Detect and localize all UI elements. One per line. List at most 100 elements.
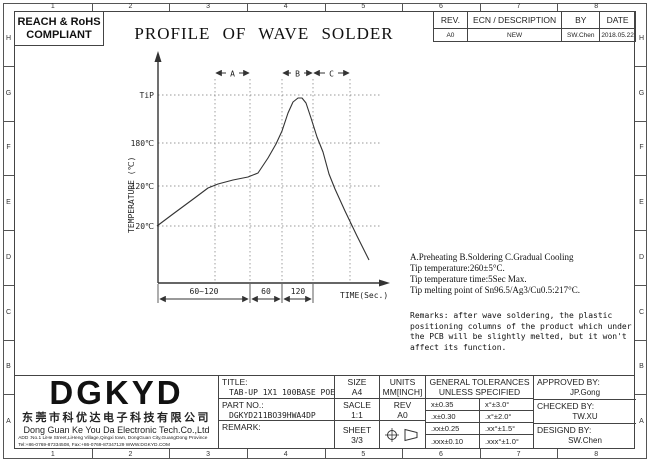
col-tick-top (557, 3, 559, 11)
approved-by-cell: APPROVED BY: JP.Gong (534, 376, 636, 400)
company-cell: DGKYD 东莞市科优达电子科技有限公司 Dong Guan Ke You Da… (15, 376, 219, 448)
scale-value: 1:1 (351, 409, 363, 420)
row-label-left-F: F (6, 144, 11, 152)
y-axis-title: TEMPERATURE (℃) (127, 157, 136, 233)
row-label-left-H: H (5, 34, 12, 42)
tolerance-lin-3: .xx±0.25 (426, 423, 480, 435)
row-tick-right (635, 65, 646, 67)
row-label-left-A: A (6, 418, 11, 426)
row-tick-left (3, 394, 14, 396)
company-name-cn: 东莞市科优达电子科技有限公司 (22, 412, 211, 424)
col-label-top-4: 4 (283, 3, 288, 10)
x-axis-arrowhead (379, 279, 390, 287)
size-value: A4 (351, 387, 363, 397)
y-tick-120: 120℃ (131, 182, 154, 191)
company-name-en: Dong Guan Ke You Da Electronic Tech.Co.,… (23, 425, 210, 435)
title-label: TITLE: (222, 377, 248, 387)
col-tick-top (246, 3, 248, 11)
tolerance-lin-4: .xxx±0.10 (426, 435, 480, 448)
size-cell: SIZE A4 (335, 376, 380, 399)
tolerance-ang-4: .xxx°±1.0° (480, 435, 534, 448)
checked-by-label: CHECKED BY: (537, 401, 595, 411)
col-label-bottom-4: 4 (283, 451, 288, 458)
designed-by-cell: DESIGND BY: SW.Chen (534, 424, 636, 448)
phase-label-c: C (329, 70, 334, 79)
row-tick-right (635, 230, 646, 231)
designed-by-label: DESIGND BY: (537, 425, 592, 435)
compliance-line2: COMPLIANT (26, 28, 92, 41)
tolerance-lin-2: .x±0.30 (426, 411, 480, 423)
col-label-bottom-1: 1 (50, 451, 55, 458)
rev-value: A0 (397, 409, 408, 420)
row-tick-left (3, 339, 14, 341)
temperature-profile-curve (156, 97, 370, 261)
x-axis-title: TIME(Sec.) (340, 291, 388, 300)
col-tick-top (324, 3, 326, 11)
row-tick-right (635, 120, 646, 122)
row-label-left-E: E (6, 199, 11, 207)
designed-by-value: SW.Chen (568, 436, 602, 445)
sheet-label: SHEET (342, 424, 372, 435)
col-label-bottom-3: 3 (206, 451, 211, 458)
row-label-left-B: B (6, 363, 11, 371)
col-label-top-7: 7 (516, 3, 521, 10)
x-segment-solder: 60 (261, 287, 271, 296)
size-label: SIZE (347, 377, 367, 387)
phase-label-a: A (230, 70, 235, 79)
company-logo: DGKYD (49, 374, 184, 411)
x-segment-cool: 120 (291, 287, 306, 296)
revision-row: A0 NEW SW.Chen 2018.05.22 (433, 28, 635, 41)
note-melting-point: Tip melting point of Sn96.5/Ag3/Cu0.5:21… (410, 285, 581, 295)
row-label-right-H: H (638, 34, 645, 42)
row-label-right-A: A (639, 418, 644, 426)
approved-by-value: JP.Gong (569, 388, 601, 397)
col-tick-top (479, 3, 481, 11)
col-tick-top (169, 3, 171, 11)
col-label-bottom-8: 8 (594, 451, 599, 458)
col-tick-bottom (402, 449, 404, 458)
units-value: MM[INCH] (382, 387, 423, 397)
row-label-left-D: D (5, 253, 12, 261)
rev-col-header: REV. (433, 11, 467, 28)
title-block: DGKYD 东莞市科优达电子科技有限公司 Dong Guan Ke You Da… (14, 375, 636, 449)
row-tick-right (635, 339, 646, 341)
row-tick-left (3, 120, 14, 122)
by-col-header: BY (561, 11, 600, 28)
projection-cell (380, 421, 426, 448)
checked-by-value: TW.XU (572, 412, 598, 421)
revision-header-row: REV. ECN / DESCRIPTION BY DATE (433, 11, 635, 28)
col-label-top-2: 2 (128, 3, 133, 10)
y-axis-arrowhead (154, 51, 162, 62)
col-label-top-8: 8 (594, 3, 599, 10)
phase-label-b: B (295, 70, 300, 79)
row-label-right-C: C (638, 308, 645, 316)
ecn-value: NEW (466, 28, 562, 41)
company-address: ADD :No.1 LiHe Street,LiHeng Village,Qin… (18, 435, 208, 441)
rev-cell: REV A0 (380, 399, 426, 421)
part-no-cell: PART NO.: DGKYD211BO39HWA4DP (219, 399, 335, 421)
col-tick-top (91, 3, 93, 11)
note-tip-time: Tip temperature time:5Sec Max. (410, 274, 527, 284)
solder-notes: A.Preheating B.Soldering C.Gradual Cooli… (410, 252, 638, 296)
units-cell: UNITS MM[INCH] (380, 376, 426, 399)
company-contact: Tel:+86-0769-87334508, Fax:+86-0769-8734… (18, 442, 171, 448)
remark-label: REMARK: (222, 422, 261, 432)
col-label-top-6: 6 (438, 3, 443, 10)
row-tick-left (3, 284, 14, 286)
part-no-label: PART NO.: (222, 400, 264, 410)
row-tick-right (635, 284, 646, 286)
revision-table: REV. ECN / DESCRIPTION BY DATE A0 NEW SW… (433, 11, 636, 42)
col-label-bottom-2: 2 (128, 451, 133, 458)
tolerance-ang-2: .x°±2.0° (480, 411, 534, 423)
remarks-text: Remarks: after wave soldering, the plast… (410, 311, 632, 352)
date-col-header: DATE (599, 11, 635, 28)
col-label-top-5: 5 (361, 3, 366, 10)
y-tick-20: 20℃ (135, 222, 154, 231)
by-value: SW.Chen (561, 28, 600, 41)
row-tick-left (3, 175, 14, 177)
row-label-left-C: C (5, 308, 12, 316)
col-tick-bottom (91, 449, 93, 458)
row-tick-left (3, 230, 14, 231)
remark-cell: REMARK: (219, 421, 335, 448)
